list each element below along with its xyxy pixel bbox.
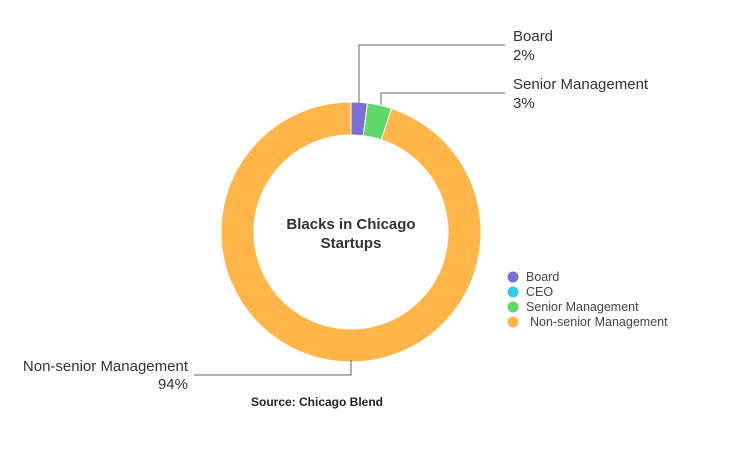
legend-swatch-senior-management bbox=[507, 301, 519, 313]
center-title-line-1: Blacks in Chicago bbox=[286, 216, 415, 233]
callout-name-non-senior-management: Non-senior Management bbox=[23, 358, 189, 375]
leader-line-board bbox=[358, 44, 505, 103]
callout-value-senior-management: 3% bbox=[513, 95, 535, 112]
legend-swatch-board bbox=[507, 271, 519, 283]
legend-label-ceo: CEO bbox=[526, 285, 553, 299]
legend-swatch-non-senior-management bbox=[507, 316, 519, 328]
slice-non-senior-management bbox=[220, 101, 482, 363]
leader-line-senior-management bbox=[380, 92, 505, 105]
legend-swatch-ceo bbox=[507, 286, 519, 298]
legend-label-board: Board bbox=[526, 270, 559, 284]
center-title-line-2: Startups bbox=[321, 235, 382, 252]
callout-name-senior-management: Senior Management bbox=[513, 76, 649, 93]
source-note: Source: Chicago Blend bbox=[251, 395, 383, 409]
legend: Board CEO Senior Management Non-senior M… bbox=[507, 270, 668, 329]
callout-name-board: Board bbox=[513, 28, 553, 45]
donut-slices bbox=[220, 101, 482, 363]
legend-label-senior-management: Senior Management bbox=[526, 300, 639, 314]
legend-label-non-senior-management: Non-senior Management bbox=[530, 315, 668, 329]
callout-value-non-senior-management: 94% bbox=[158, 376, 188, 393]
leader-line-non-senior-management bbox=[194, 360, 352, 376]
callout-value-board: 2% bbox=[513, 47, 535, 64]
